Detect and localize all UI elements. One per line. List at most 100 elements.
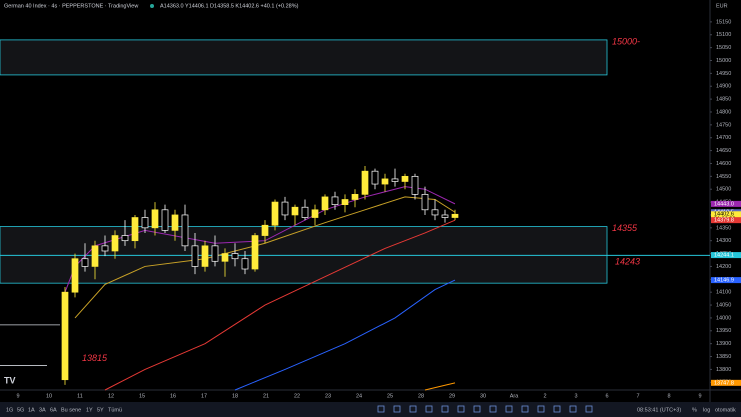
zone-label: 15000- [612,36,640,46]
moving-average [104,219,456,391]
candle-body [101,245,109,252]
candle-body [241,258,249,270]
range-button[interactable]: 3A [39,407,46,413]
y-tick-label: 14600 [716,161,731,167]
candle-body [451,213,459,218]
y-tick-label: 14350 [716,225,731,231]
candle-body [201,245,209,267]
candle-body [281,201,289,216]
status-dot [150,4,154,8]
y-tick-label: 14950 [716,71,731,77]
x-tick-label: 17 [201,393,207,399]
y-tick-label: 14300 [716,238,731,244]
candle-body [371,170,379,185]
candle-body [91,245,99,267]
y-tick-label: 13950 [716,328,731,334]
drawing-tool[interactable] [505,405,513,413]
price-tag [711,252,741,259]
log-toggle[interactable]: log [703,407,710,413]
candle-body [361,170,369,195]
drawing-tool[interactable] [585,405,593,413]
y-tick-label: 15050 [716,45,731,51]
candle-body [341,199,349,206]
candle-body [121,235,129,242]
candle-body [131,217,139,242]
price-tag [711,277,741,284]
candle-body [351,194,359,200]
candle-body [301,206,309,218]
price-tag-label: 14146.9 [714,278,734,284]
range-button[interactable]: 5G [17,407,24,413]
range-button[interactable]: 6A [50,407,57,413]
price-tag-label: 14443.0 [714,201,734,207]
range-button[interactable]: Tümü [108,407,122,413]
y-tick-label: 14100 [716,290,731,296]
drawing-tool[interactable] [425,405,433,413]
drawing-tool[interactable] [457,405,465,413]
x-tick-label: 7 [636,393,639,399]
range-button[interactable]: 5Y [97,407,104,413]
plot: 15000- 14355 14243 13815 [0,36,710,391]
candle-body [141,217,149,229]
price-tag [711,379,741,386]
symbol-title: German 40 Index · 4s · PEPPERSTONE · Tra… [4,3,138,9]
x-tick-label: 22 [294,393,300,399]
y-tick-label: 14200 [716,264,731,270]
x-tick-label: 3 [574,393,577,399]
y-tick-label: 13850 [716,354,731,360]
clock[interactable]: 08:53:41 (UTC+3) [637,407,681,413]
price-tag-label: 14379.8 [714,218,734,224]
candle-body [291,206,299,216]
auto-toggle[interactable]: otomatik [715,407,736,413]
price-tag-label: 13747.8 [714,380,734,386]
y-tick-label: 14750 [716,122,731,128]
drawing-tool[interactable] [553,405,561,413]
range-button[interactable]: Bu sene [61,407,81,413]
candle-body [171,214,179,231]
x-tick-label: 18 [232,393,238,399]
y-tick-label: 14000 [716,315,731,321]
tv-logo: TV [4,375,16,385]
price-tag [711,211,741,223]
candle-body [151,209,159,229]
drawing-tool[interactable] [473,405,481,413]
drawing-tool[interactable] [521,405,529,413]
y-tick-label: 14700 [716,135,731,141]
candle-body [81,258,89,267]
x-tick-label: 21 [263,393,269,399]
y-tick-label: 14900 [716,84,731,90]
candle-body [61,291,69,381]
x-tick-label: 16 [170,393,176,399]
y-tick-label: 15150 [716,19,731,25]
drawing-tool[interactable] [489,405,497,413]
y-tick-label: 14650 [716,148,731,154]
candle-body [441,214,449,218]
drawing-tool[interactable] [393,405,401,413]
range-button[interactable]: 1G [6,407,13,413]
drawing-tool[interactable] [441,405,449,413]
y-tick-label: 14550 [716,174,731,180]
drawing-tool[interactable] [537,405,545,413]
x-tick-label: 10 [46,393,52,399]
range-button[interactable]: 1Y [86,407,93,413]
candle-body [381,178,389,185]
zone [0,226,608,284]
x-tick-label: 2 [543,393,546,399]
x-tick-label: 25 [387,393,393,399]
y-tick-label: 14500 [716,187,731,193]
range-button[interactable]: 1A [28,407,35,413]
x-tick-label: 29 [449,393,455,399]
drawing-tool[interactable] [377,405,385,413]
drawing-tool[interactable] [409,405,417,413]
x-tick-label: 9 [698,393,701,399]
candle-body [311,209,319,218]
x-tick-label: 12 [108,393,114,399]
zone-label: 14355 [612,223,638,233]
candle-body [161,209,169,231]
percent-toggle[interactable]: % [692,407,697,413]
level-label: 14243 [615,257,640,267]
y-tick-label: 15000 [716,58,731,64]
drawing-tool[interactable] [569,405,577,413]
moving-average [424,382,456,391]
